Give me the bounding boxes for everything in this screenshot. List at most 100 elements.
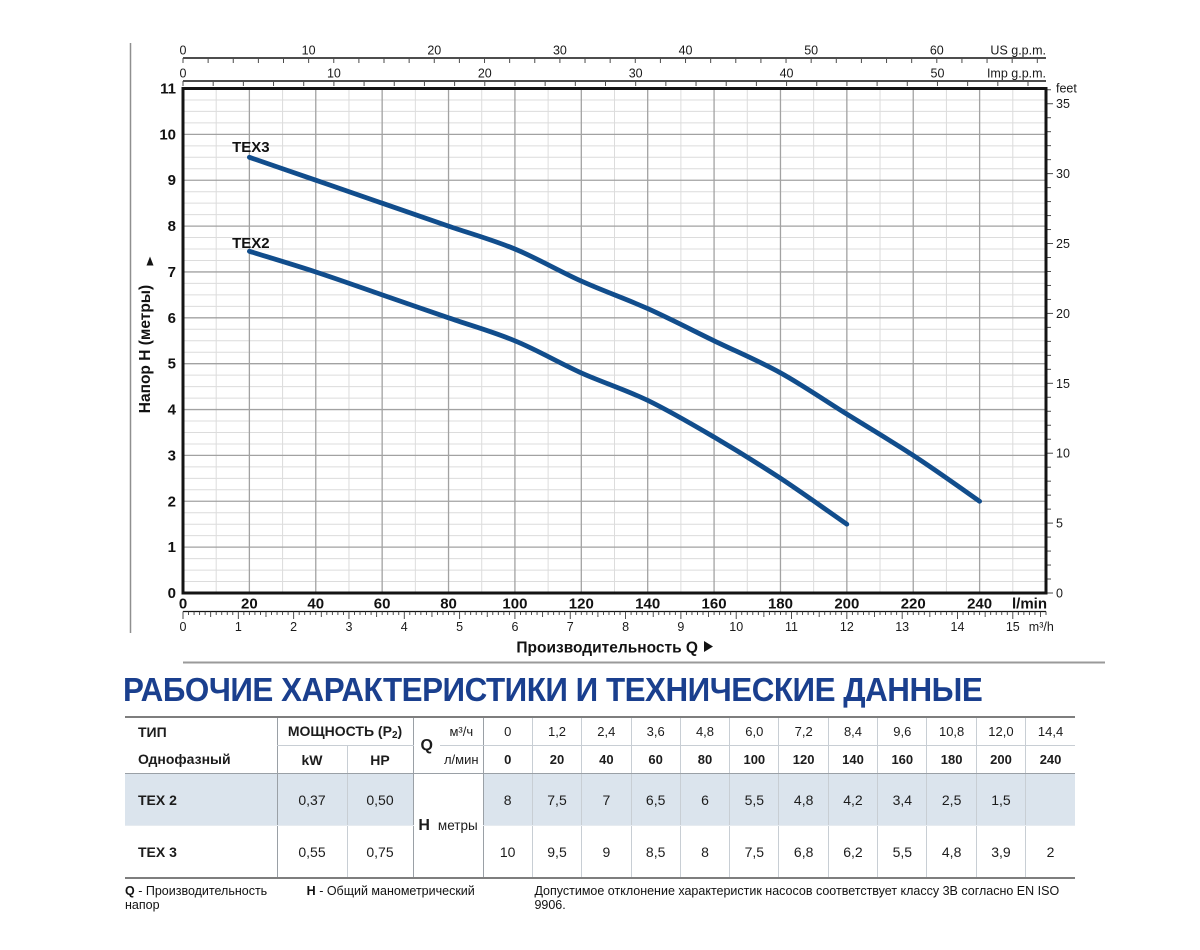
- chart-element: 0: [179, 596, 187, 613]
- chart-element: 50: [931, 67, 945, 81]
- q-m3h-value: 3,6: [630, 717, 681, 746]
- chart-element: 11: [160, 81, 176, 98]
- q-lmin-value: 200: [975, 745, 1026, 774]
- chart-element: 35: [1056, 97, 1070, 111]
- q-m3h-value: 6,0: [729, 717, 779, 746]
- axis-unit-lmin: l/min: [1012, 596, 1047, 613]
- header-kw: kW: [276, 745, 347, 774]
- chart-element: 8: [168, 218, 176, 235]
- x-axis-arrow-icon: [704, 641, 713, 652]
- chart-element: 180: [768, 596, 793, 613]
- chart-element: 120: [569, 596, 594, 613]
- chart-element: 240: [967, 596, 992, 613]
- h-value-cell: 9,5: [531, 825, 582, 878]
- chart-element: 100: [502, 596, 527, 613]
- chart-element: 4: [401, 620, 408, 634]
- h-value-cell: 8: [482, 773, 533, 826]
- q-lmin-value: 0: [482, 745, 533, 774]
- chart-element: 3: [168, 447, 176, 464]
- chart-element: 30: [629, 67, 643, 81]
- chart-element: 5: [168, 356, 176, 373]
- figure-frame: [129, 43, 1105, 664]
- q-lmin-value: 80: [679, 745, 730, 774]
- footnote-legend: Q - Производительность H - Общий маномет…: [125, 884, 534, 912]
- h-value-cell: 6: [679, 773, 730, 826]
- h-value-cell: 10: [482, 825, 533, 878]
- kw-value-cell: 0,37: [276, 773, 347, 826]
- chart-element: 1: [235, 620, 242, 634]
- chart-element: 2: [290, 620, 297, 634]
- header-type-phase: Однофазный: [125, 745, 277, 774]
- kw-value-cell: 0,55: [276, 825, 347, 878]
- q-lmin-value: 240: [1025, 745, 1075, 774]
- chart-element: 12: [840, 620, 854, 634]
- chart-element: 0: [180, 67, 187, 81]
- h-value-cell: 4,8: [778, 773, 829, 826]
- footnote-tolerance: Допустимое отклонение характеристик насо…: [534, 884, 1060, 912]
- chart-element: 10: [729, 620, 743, 634]
- chart-element: 200: [834, 596, 859, 613]
- chart-element: 40: [679, 44, 693, 58]
- h-value-cell: 8: [679, 825, 730, 878]
- chart-element: ): [397, 722, 403, 739]
- chart-element: 80: [440, 596, 457, 613]
- chart-element: H: [418, 816, 430, 834]
- q-symbol: Q: [125, 884, 135, 898]
- axis-unit-m3h: m³/h: [1029, 620, 1054, 634]
- chart-element: 13: [895, 620, 909, 634]
- chart-element: 2: [391, 729, 398, 741]
- h-value-cell: 6,5: [630, 773, 681, 826]
- chart-element: 2: [168, 493, 176, 510]
- q-m3h-value: 0: [482, 717, 533, 746]
- header-q-unit-m3h: м³/ч: [440, 717, 484, 746]
- h-value-cell: 7,5: [729, 825, 779, 878]
- chart-element: 11: [785, 620, 798, 634]
- h-value-cell: 3,9: [975, 825, 1026, 878]
- axis-unit-us-gpm: US g.p.m.: [990, 44, 1046, 58]
- axis-imp-gpm: 0 10 20 30 40 50 Imp g.p.m.: [180, 67, 1046, 86]
- chart-element: 6: [511, 620, 518, 634]
- q-m3h-value: 2,4: [581, 717, 631, 746]
- chart-element: 15: [1056, 377, 1070, 391]
- h-value-cell: 7,5: [531, 773, 582, 826]
- plot-border: [181, 87, 1048, 595]
- chart-element: 60: [930, 44, 944, 58]
- chart-element: 0: [180, 44, 187, 58]
- curve-TEX2: [247, 248, 850, 527]
- chart-element: 20: [241, 596, 258, 613]
- chart-element: 8: [622, 620, 629, 634]
- q-m3h-value: 12,0: [975, 717, 1026, 746]
- chart-element: 60: [374, 596, 391, 613]
- x-axis-title: Производительность Q: [516, 640, 698, 657]
- axis-m3h: 0 1 2 3 4 5 6 7 8 9 10 11 12 13 14 15 m³/h: [180, 610, 1054, 634]
- table-row-tex-3: TEX 3 0,55 0,75 10 9,5 9 8,5 8 7,5 6,8 6,2 5,5 4,8 3,…: [125, 825, 1075, 878]
- footnote: Q - Производительность H - Общий маномет…: [125, 884, 1075, 912]
- hp-value-cell: 0,50: [346, 773, 414, 826]
- h-value-cell: 1,5: [975, 773, 1026, 826]
- chart-element: 7: [567, 620, 574, 634]
- header-q-unit-lmin: л/мин: [440, 745, 484, 774]
- chart-element: 0: [180, 620, 187, 634]
- header-type: ТИП: [138, 723, 167, 740]
- type-cell: TEX 3: [138, 843, 177, 860]
- q-m3h-value: 14,4: [1025, 717, 1075, 746]
- chart-element: 20: [427, 44, 441, 58]
- h-value-cell: 3,4: [877, 773, 927, 826]
- q-lmin-value: 60: [630, 745, 681, 774]
- q-text: - Производительность: [138, 884, 268, 898]
- h-value-cell: 6,2: [827, 825, 878, 878]
- type-cell: TEX 2: [125, 773, 277, 826]
- grid: [183, 88, 1046, 593]
- chart-element: 40: [307, 596, 324, 613]
- chart-element: 20: [1056, 307, 1070, 321]
- axis-us-gpm: 0 10 20 30 40 50 60 US g.p.m.: [180, 44, 1046, 63]
- chart-element: 7: [168, 264, 176, 281]
- axis-lmin: 0 20 40 60 80 100 120 140 160 180 200 220 240 l/min: [179, 596, 1047, 613]
- curves: TEX3 TEX2: [232, 139, 982, 527]
